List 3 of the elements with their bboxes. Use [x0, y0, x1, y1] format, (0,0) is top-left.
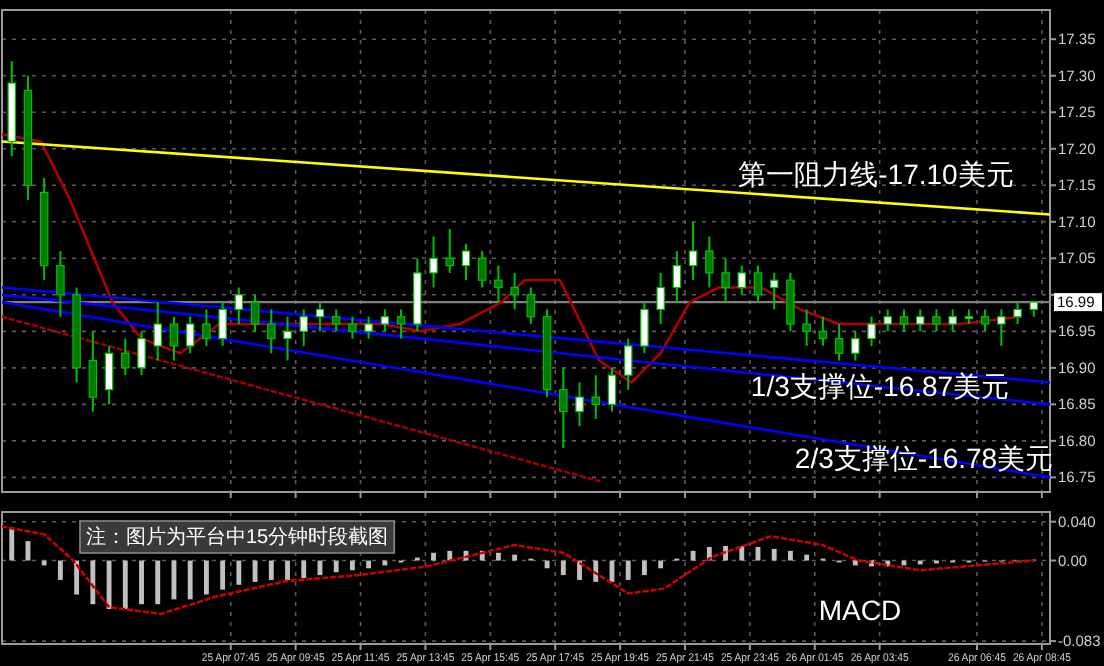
annotation: 第一阻力线-17.10美元: [738, 158, 1014, 190]
annotation: 注：图片为平台中15分钟时段截图: [86, 525, 389, 549]
annotation: MACD: [818, 594, 902, 626]
